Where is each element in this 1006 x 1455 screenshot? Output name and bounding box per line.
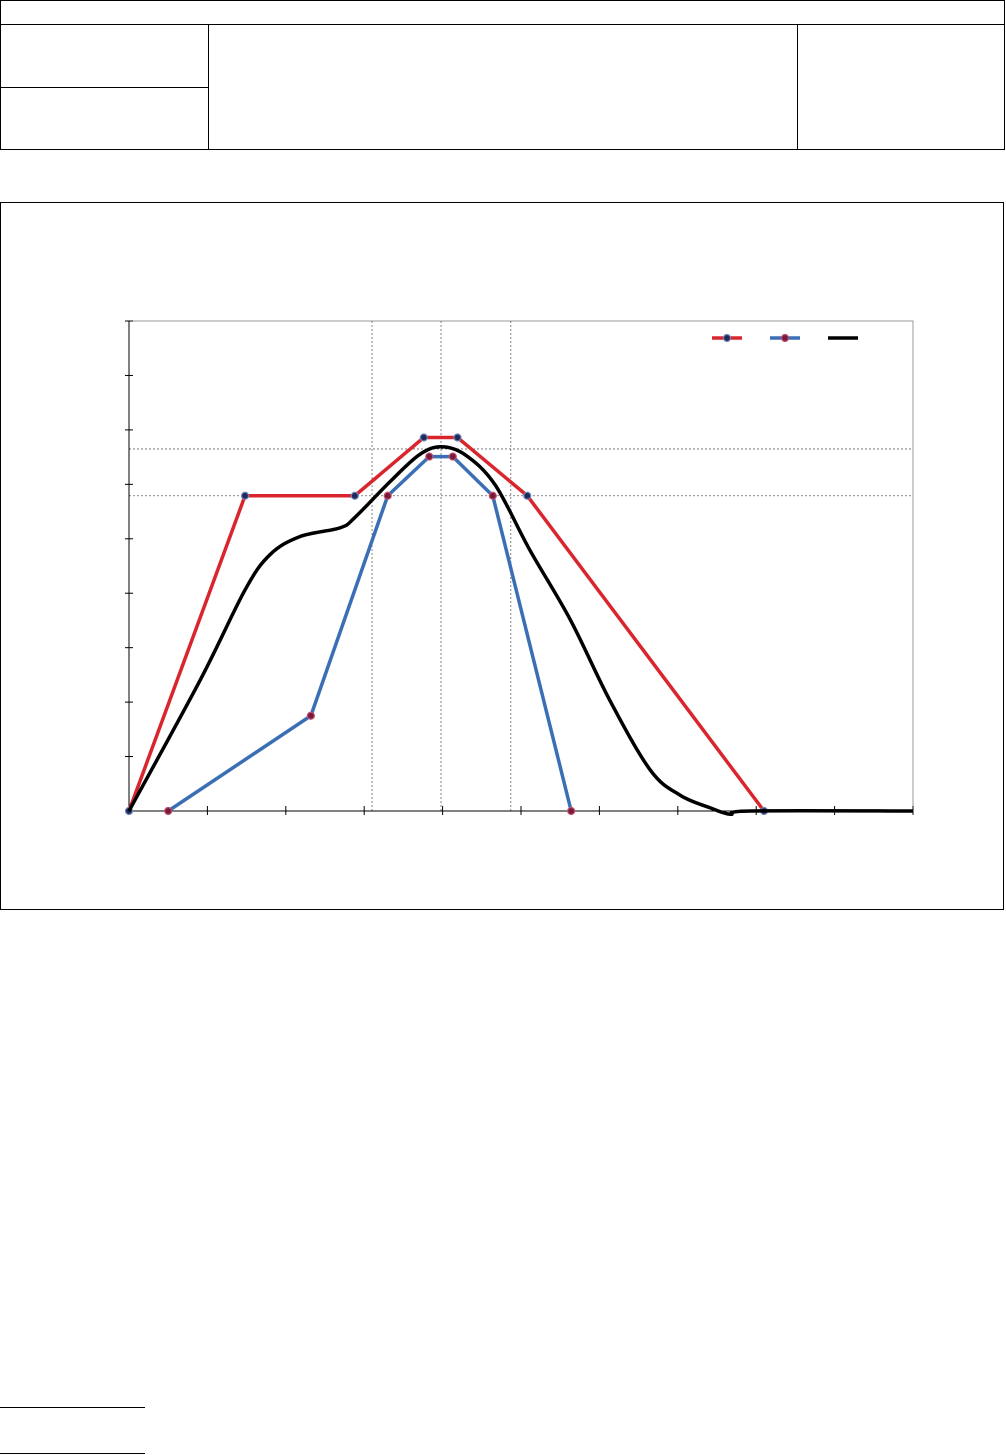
data-point <box>306 711 315 720</box>
data-point <box>488 491 497 500</box>
series-line <box>127 435 766 813</box>
data-point <box>350 491 359 500</box>
legend-marker <box>780 333 790 343</box>
data-point <box>419 433 428 442</box>
data-point <box>448 452 457 461</box>
legend-marker <box>722 333 732 343</box>
data-point <box>164 806 173 816</box>
data-point <box>240 491 250 500</box>
data-point <box>453 433 462 442</box>
plot-area <box>128 320 914 812</box>
chart-frame <box>0 202 1004 910</box>
header-frame <box>0 0 1005 150</box>
header-table <box>0 0 1005 150</box>
series-line <box>127 445 914 817</box>
data-point <box>523 491 532 500</box>
plot <box>124 320 914 817</box>
data-point <box>383 491 392 500</box>
data-point <box>425 452 434 461</box>
data-point <box>567 806 576 816</box>
